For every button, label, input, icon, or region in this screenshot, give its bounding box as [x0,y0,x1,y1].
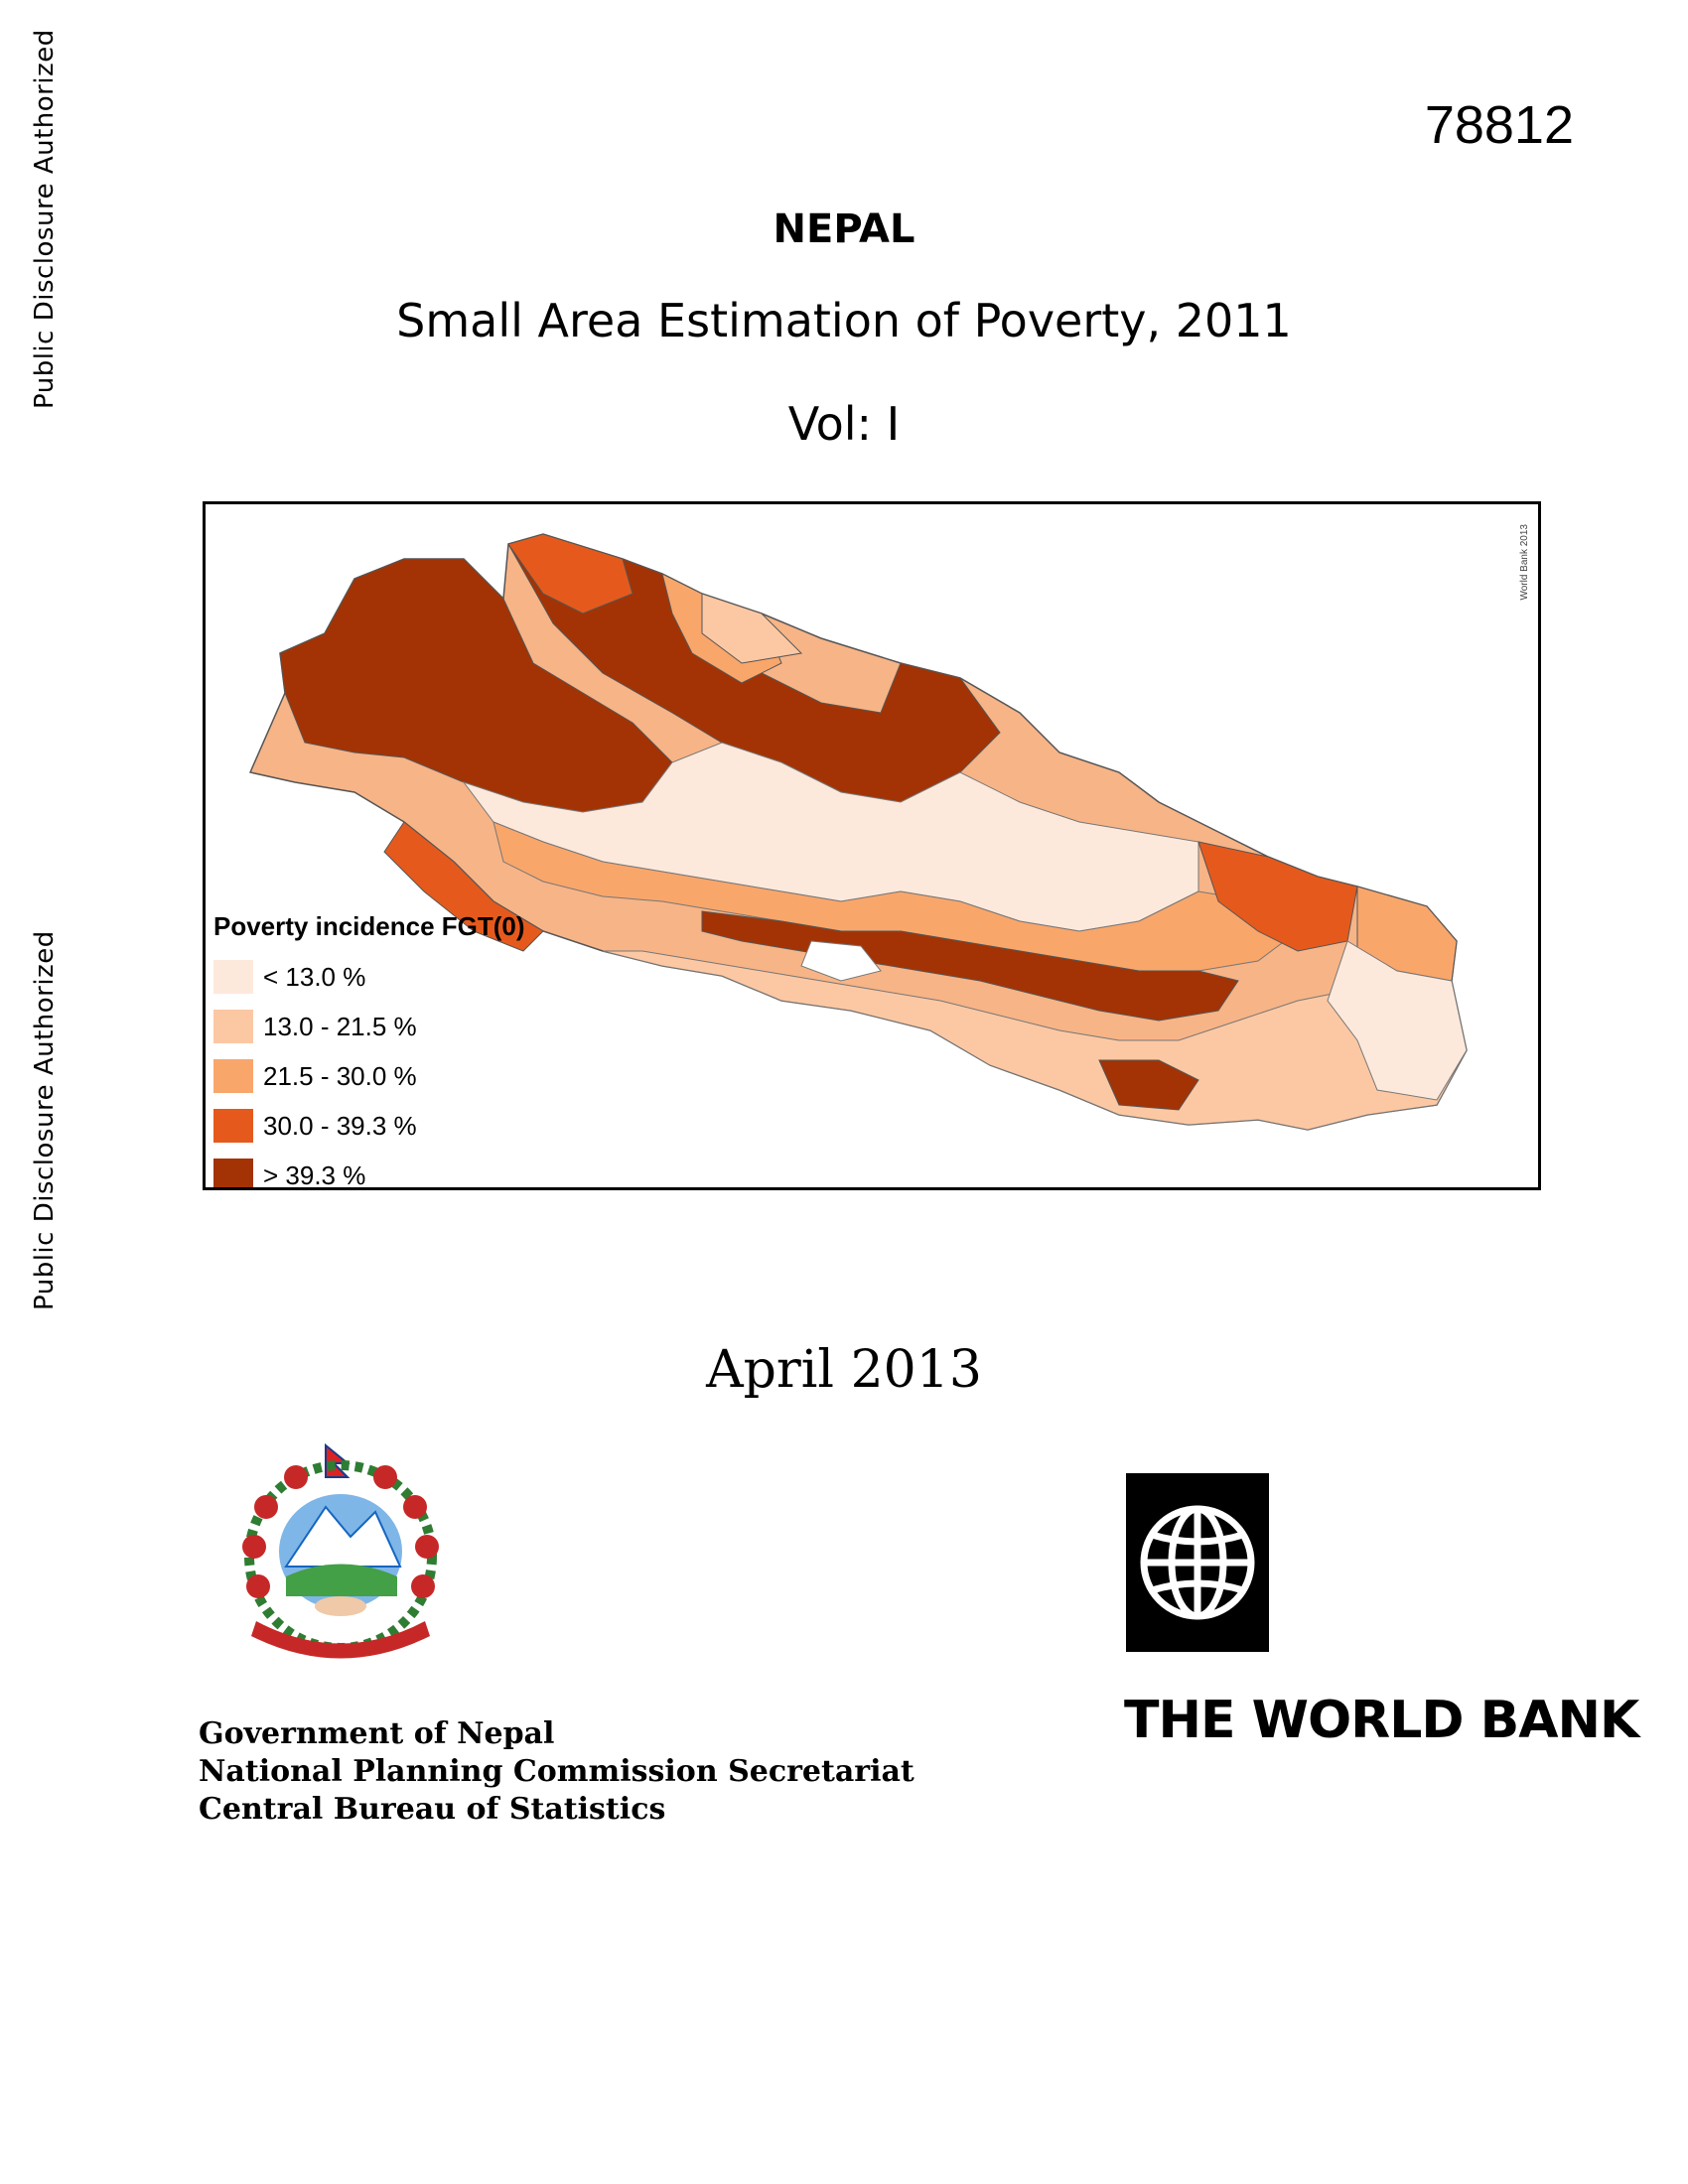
map-credit: World Bank 2013 [1519,524,1530,601]
legend-label: > 39.3 % [263,1160,366,1190]
report-country: NEPAL [773,206,915,252]
agency-line: Central Bureau of Statistics [199,1792,666,1827]
document-number: 78812 [1424,95,1574,155]
report-title: Small Area Estimation of Poverty, 2011 [396,294,1292,347]
agency-line: Government of Nepal [199,1716,555,1751]
legend-item: 30.0 - 39.3 % [213,1101,525,1151]
legend-item: 13.0 - 21.5 % [213,1002,525,1051]
region-southeast-dark [1098,1059,1199,1111]
region-humla [701,593,803,664]
disclosure-note-bottom: Public Disclosure Authorized [30,930,60,1310]
legend-item: > 39.3 % [213,1151,525,1190]
region-east-light [1327,940,1468,1101]
legend-swatch [213,960,253,994]
publishing-agencies: Government of Nepal National Planning Co… [199,1715,914,1829]
map-legend: Poverty incidence FGT(0) < 13.0 % 13.0 -… [213,911,525,1190]
legend-swatch [213,1109,253,1143]
world-bank-name: THE WORLD BANK [1124,1691,1639,1750]
region-west-terai [383,821,544,952]
legend-label: 21.5 - 30.0 % [263,1060,417,1091]
legend-swatch [213,1059,253,1093]
region-dark-west [279,558,673,813]
agency-line: National Planning Commission Secretariat [199,1754,914,1789]
region-kathmandu [800,940,882,982]
legend-label: < 13.0 % [263,961,366,992]
nepal-map-graphic [248,533,1468,1131]
legend-item: 21.5 - 30.0 % [213,1051,525,1101]
world-bank-globe-icon [1126,1473,1269,1652]
legend-label: 30.0 - 39.3 % [263,1110,417,1141]
nepal-emblem-icon [242,1442,439,1659]
legend-swatch [213,1010,253,1043]
region-mid-belt [492,821,1299,972]
legend-item: < 13.0 % [213,952,525,1002]
poverty-map: World Bank 2013 Poverty incidence FGT(0)… [203,501,1541,1190]
legend-swatch [213,1159,253,1187]
report-volume: Vol: I [787,397,901,451]
publication-date: April 2013 [706,1340,982,1400]
region-north-orange [507,533,633,614]
legend-label: 13.0 - 21.5 % [263,1011,417,1041]
legend-title: Poverty incidence FGT(0) [213,911,525,941]
